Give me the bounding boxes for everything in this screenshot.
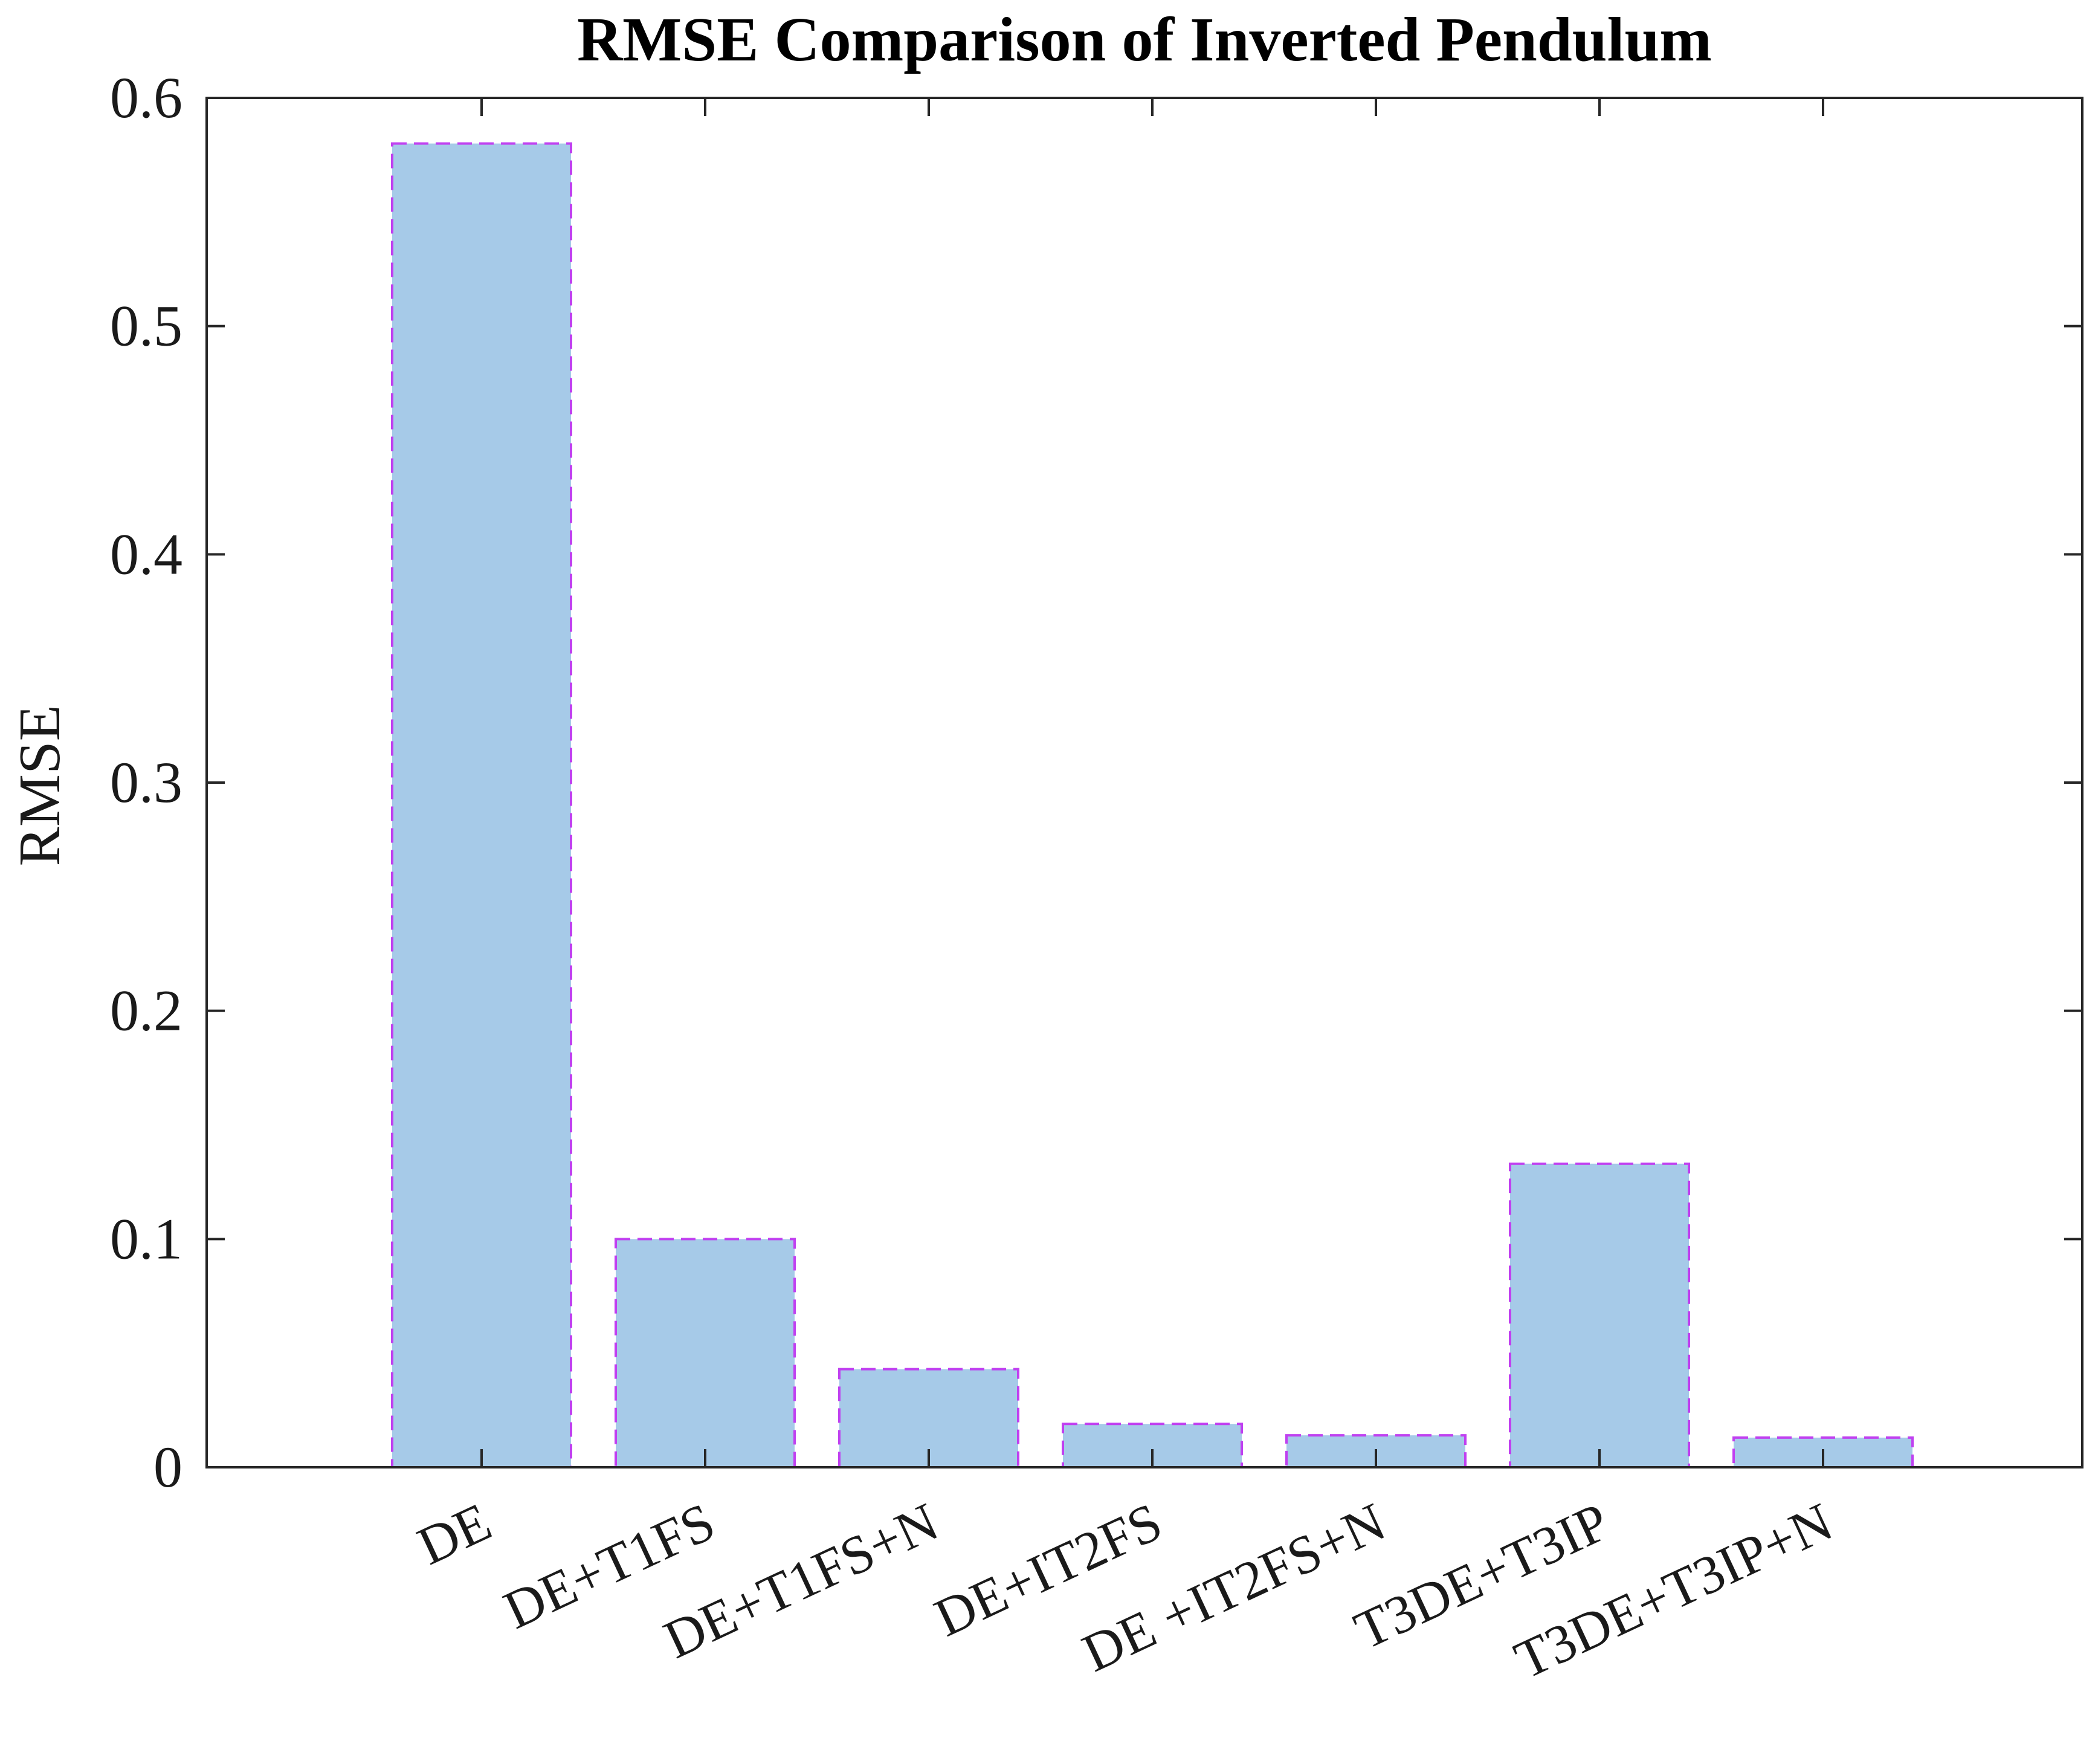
y-ticks-group: 0 0.1 0.2 0.3 0.4 0.5 0.6 (110, 65, 2082, 1499)
chart-title: RMSE Comparison of Inverted Pendulum (577, 5, 1712, 74)
y-tick-label-6: 0.6 (110, 65, 182, 130)
y-tick-label-2: 0.2 (110, 978, 182, 1043)
y-tick-label-3: 0.3 (110, 750, 182, 815)
bar-1 (615, 1238, 796, 1468)
y-tick-label-5: 0.5 (110, 294, 182, 358)
y-tick-label-0: 0 (153, 1435, 182, 1499)
y-axis-label: RMSE (7, 705, 73, 867)
y-tick-label-4: 0.4 (110, 522, 182, 586)
x-tick-label-0: DE (409, 1491, 500, 1576)
bar-0 (391, 142, 572, 1468)
bars-group (391, 142, 1914, 1469)
y-tick-label-1: 0.1 (110, 1206, 182, 1271)
bar-5 (1509, 1162, 1690, 1469)
